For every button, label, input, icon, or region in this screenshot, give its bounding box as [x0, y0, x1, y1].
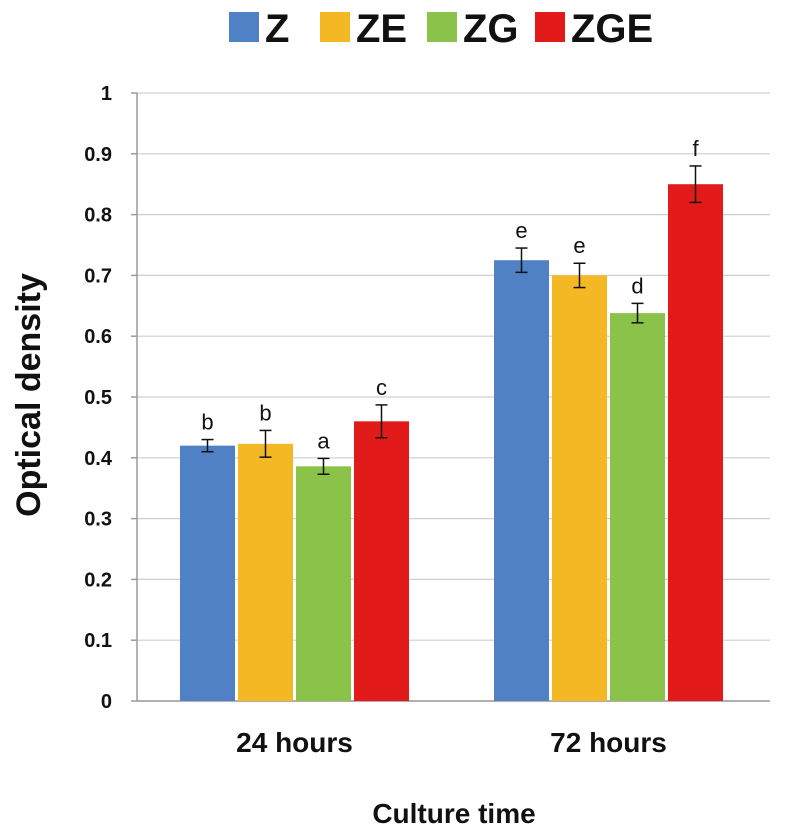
- y-tick-label: 0.6: [84, 326, 112, 348]
- x-category-label: 72 hours: [550, 727, 667, 758]
- significance-label: e: [573, 233, 585, 258]
- bar-zge-1: [354, 421, 409, 701]
- y-tick-label: 0.4: [84, 448, 113, 470]
- legend-swatch-z: [229, 12, 259, 42]
- bar-zg-1: [296, 466, 351, 701]
- y-tick-label: 1: [101, 83, 112, 105]
- x-axis-title: Culture time: [372, 798, 535, 829]
- legend-swatch-zge: [535, 12, 565, 42]
- bar-zg-2: [610, 313, 665, 701]
- bar-ze-1: [238, 443, 293, 701]
- significance-label: b: [259, 400, 271, 425]
- significance-label: b: [201, 410, 213, 435]
- bar-z-1: [180, 445, 235, 701]
- significance-label: d: [631, 273, 643, 298]
- bar-ze-2: [552, 275, 607, 701]
- y-tick-label: 0.5: [84, 387, 112, 409]
- legend-label-zge: ZGE: [571, 7, 653, 51]
- bars: b b a c e e d f: [180, 136, 723, 701]
- significance-label: c: [376, 375, 387, 400]
- legend-label-z: Z: [265, 7, 289, 51]
- legend-label-ze: ZE: [356, 7, 407, 51]
- legend-label-zg: ZG: [463, 7, 519, 51]
- y-axis-ticks: 0 0.1 0.2 0.3 0.4 0.5 0.6 0.7 0.8 0.9 1: [84, 83, 113, 713]
- y-tick-label: 0.3: [84, 509, 112, 531]
- bar-z-2: [494, 260, 549, 701]
- y-tick-label: 0.8: [84, 205, 112, 227]
- bar-zge-2: [668, 184, 723, 701]
- y-tick-label: 0.2: [84, 569, 112, 591]
- legend-swatch-ze: [320, 12, 350, 42]
- significance-label: e: [515, 218, 527, 243]
- y-tick-label: 0: [101, 691, 112, 713]
- x-axis-categories: 24 hours 72 hours: [236, 727, 667, 758]
- y-tick-label: 0.7: [84, 265, 112, 287]
- y-tick-label: 0.9: [84, 144, 112, 166]
- significance-label: f: [692, 136, 699, 161]
- legend: Z ZE ZG ZGE: [229, 7, 653, 51]
- y-axis-title: Optical density: [10, 273, 48, 517]
- y-tick-label: 0.1: [84, 630, 112, 652]
- legend-swatch-zg: [427, 12, 457, 42]
- x-category-label: 24 hours: [236, 727, 353, 758]
- significance-label: a: [317, 428, 330, 453]
